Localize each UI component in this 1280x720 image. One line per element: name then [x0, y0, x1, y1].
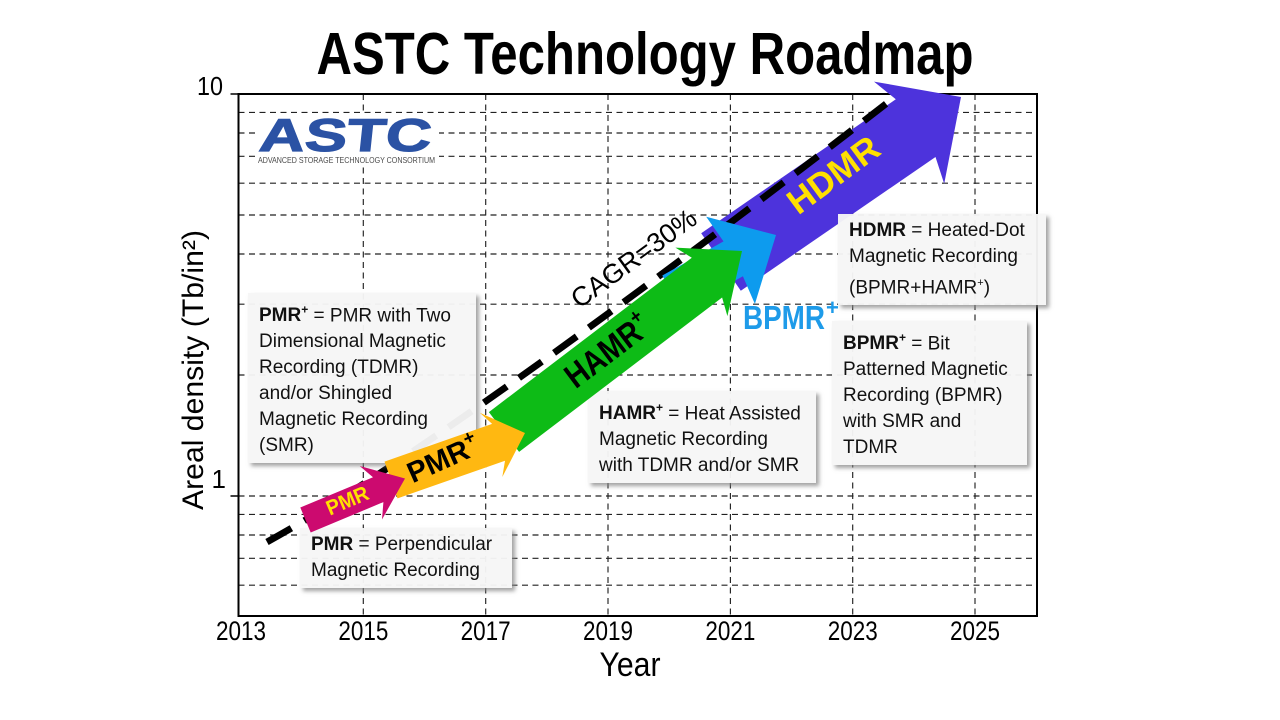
- svg-text:2023: 2023: [828, 616, 878, 646]
- svg-text:1: 1: [212, 464, 226, 494]
- svg-text:+: +: [826, 295, 839, 320]
- svg-text:HDMR: HDMR: [780, 128, 888, 222]
- svg-text:Areal density (Tb/in²): Areal density (Tb/in²): [177, 230, 210, 510]
- svg-text:BPMR: BPMR: [743, 299, 825, 336]
- svg-text:Year: Year: [600, 646, 661, 684]
- svg-text:2021: 2021: [705, 616, 755, 646]
- svg-text:2017: 2017: [461, 616, 511, 646]
- svg-text:10: 10: [197, 71, 223, 101]
- svg-text:2019: 2019: [583, 616, 633, 646]
- svg-text:ASTC: ASTC: [257, 109, 434, 161]
- svg-text:ADVANCED STORAGE TECHNOLOGY CO: ADVANCED STORAGE TECHNOLOGY CONSORTIUM: [258, 156, 435, 165]
- svg-text:2025: 2025: [950, 616, 1000, 646]
- svg-text:ASTC Technology Roadmap: ASTC Technology Roadmap: [317, 21, 974, 87]
- svg-text:2013: 2013: [216, 616, 266, 646]
- svg-text:2015: 2015: [338, 616, 388, 646]
